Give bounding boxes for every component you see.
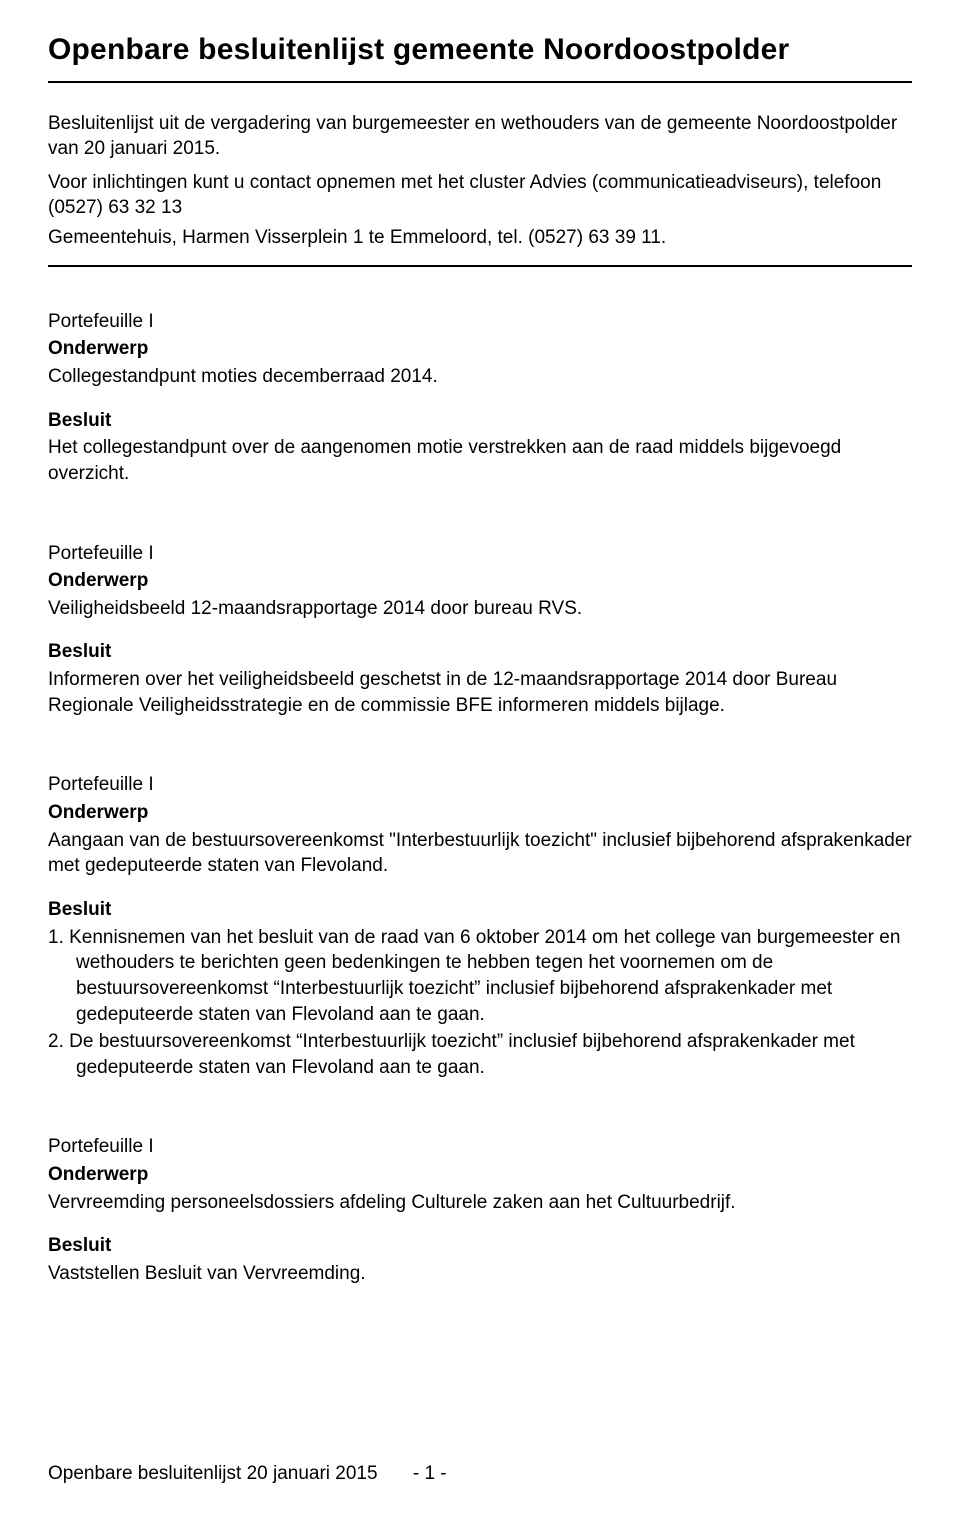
portefeuille-label: Portefeuille I	[48, 309, 912, 335]
page-title: Openbare besluitenlijst gemeente Noordoo…	[48, 30, 912, 71]
intro-line-3: Gemeentehuis, Harmen Visserplein 1 te Em…	[48, 225, 912, 251]
intro-rule	[48, 265, 912, 267]
besluit-body: Het collegestandpunt over de aangenomen …	[48, 435, 912, 486]
besluit-label: Besluit	[48, 897, 912, 923]
document-page: Openbare besluitenlijst gemeente Noordoo…	[0, 0, 960, 1517]
besluit-item-2: 2. De bestuursovereenkomst “Interbestuur…	[48, 1029, 912, 1080]
decision-section: Portefeuille I Onderwerp Collegestandpun…	[48, 309, 912, 487]
onderwerp-text: Aangaan van de bestuursovereenkomst "Int…	[48, 828, 912, 879]
besluit-body: Informeren over het veiligheidsbeeld ges…	[48, 667, 912, 718]
portefeuille-label: Portefeuille I	[48, 541, 912, 567]
intro-line-2: Voor inlichtingen kunt u contact opnemen…	[48, 170, 912, 221]
onderwerp-label: Onderwerp	[48, 1162, 912, 1188]
besluit-label: Besluit	[48, 639, 912, 665]
onderwerp-label: Onderwerp	[48, 800, 912, 826]
besluit-label: Besluit	[48, 1233, 912, 1259]
footer-page-number: - 1 -	[413, 1461, 447, 1487]
page-footer: Openbare besluitenlijst 20 januari 2015 …	[48, 1461, 447, 1487]
decision-section: Portefeuille I Onderwerp Vervreemding pe…	[48, 1134, 912, 1286]
onderwerp-text: Vervreemding personeelsdossiers afdeling…	[48, 1190, 912, 1216]
decision-section: Portefeuille I Onderwerp Aangaan van de …	[48, 772, 912, 1080]
besluit-label: Besluit	[48, 408, 912, 434]
footer-text: Openbare besluitenlijst 20 januari 2015	[48, 1463, 378, 1484]
besluit-item-1: 1. Kennisnemen van het besluit van de ra…	[48, 925, 912, 1028]
onderwerp-label: Onderwerp	[48, 336, 912, 362]
decision-section: Portefeuille I Onderwerp Veiligheidsbeel…	[48, 541, 912, 719]
intro-line-1: Besluitenlijst uit de vergadering van bu…	[48, 111, 912, 162]
onderwerp-text: Veiligheidsbeeld 12-maandsrapportage 201…	[48, 596, 912, 622]
onderwerp-text: Collegestandpunt moties decemberraad 201…	[48, 364, 912, 390]
title-rule	[48, 81, 912, 83]
portefeuille-label: Portefeuille I	[48, 772, 912, 798]
onderwerp-label: Onderwerp	[48, 568, 912, 594]
portefeuille-label: Portefeuille I	[48, 1134, 912, 1160]
besluit-body: Vaststellen Besluit van Vervreemding.	[48, 1261, 912, 1287]
intro-block: Besluitenlijst uit de vergadering van bu…	[48, 111, 912, 251]
